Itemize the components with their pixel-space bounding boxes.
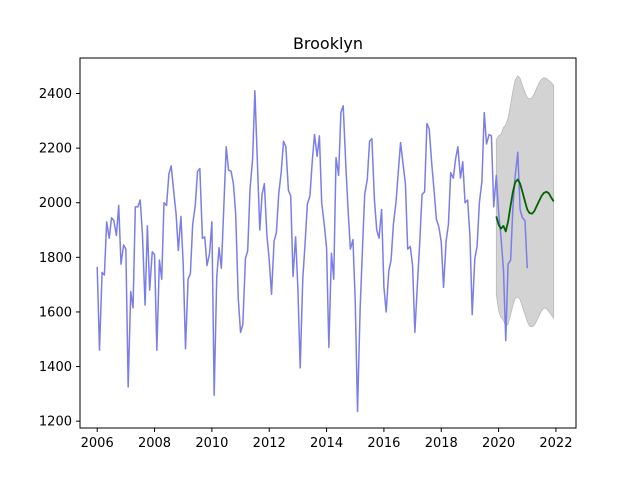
x-tick-label: 2010 [195, 436, 228, 451]
series-layer [96, 90, 555, 413]
y-tick-label: 1800 [39, 251, 72, 266]
x-tick-label: 2006 [81, 436, 114, 451]
y-tick-label: 2000 [39, 196, 72, 211]
axes-layer: 2006 2008 2010 2012 2014 2016 2018 2020 2022 1200… [39, 87, 573, 451]
chart-title: Brooklyn [293, 34, 363, 53]
x-tick-label: 2018 [425, 436, 458, 451]
x-tick-label: 2020 [482, 436, 515, 451]
x-tick-label: 2012 [253, 436, 286, 451]
y-tick-label: 1400 [39, 360, 72, 375]
x-tick-label: 2016 [367, 436, 400, 451]
observed-series-line [96, 90, 529, 413]
x-tick-label: 2014 [310, 436, 343, 451]
y-tick-label: 2200 [39, 142, 72, 157]
plot-area-frame [79, 57, 577, 429]
forecast-series-line [495, 178, 555, 233]
y-tick-label: 1600 [39, 305, 72, 320]
y-tick-label: 1200 [39, 415, 72, 430]
x-tick-label: 2008 [138, 436, 171, 451]
x-tick-label: 2022 [539, 436, 572, 451]
y-tick-label: 2400 [39, 87, 72, 102]
